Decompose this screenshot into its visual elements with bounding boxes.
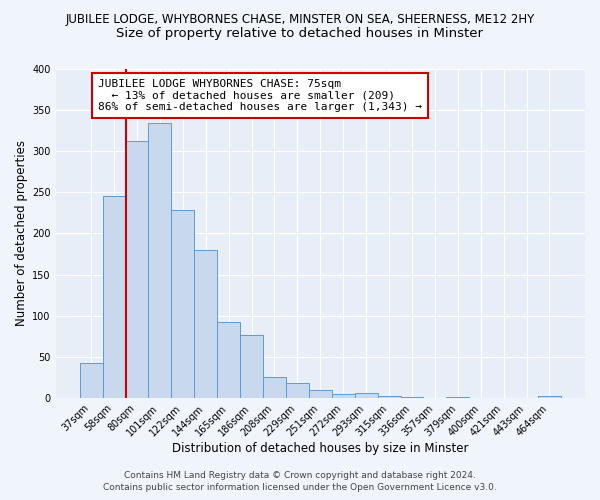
X-axis label: Distribution of detached houses by size in Minster: Distribution of detached houses by size …: [172, 442, 469, 455]
Bar: [377, 396, 401, 398]
Bar: [217, 322, 240, 398]
Bar: [355, 393, 377, 398]
Text: JUBILEE LODGE WHYBORNES CHASE: 75sqm
  ← 13% of detached houses are smaller (209: JUBILEE LODGE WHYBORNES CHASE: 75sqm ← 1…: [98, 79, 422, 112]
Text: JUBILEE LODGE, WHYBORNES CHASE, MINSTER ON SEA, SHEERNESS, ME12 2HY: JUBILEE LODGE, WHYBORNES CHASE, MINSTER …: [65, 12, 535, 26]
Bar: [125, 142, 148, 398]
Y-axis label: Number of detached properties: Number of detached properties: [15, 140, 28, 326]
Bar: [148, 124, 172, 398]
Bar: [286, 383, 309, 398]
Bar: [103, 196, 125, 398]
Bar: [446, 397, 469, 398]
Text: Contains HM Land Registry data © Crown copyright and database right 2024.
Contai: Contains HM Land Registry data © Crown c…: [103, 471, 497, 492]
Bar: [263, 378, 286, 398]
Bar: [194, 250, 217, 398]
Bar: [240, 336, 263, 398]
Bar: [309, 390, 332, 398]
Bar: [332, 394, 355, 398]
Bar: [538, 396, 561, 398]
Bar: [172, 210, 194, 398]
Text: Size of property relative to detached houses in Minster: Size of property relative to detached ho…: [116, 28, 484, 40]
Bar: [401, 397, 424, 398]
Bar: [80, 362, 103, 398]
